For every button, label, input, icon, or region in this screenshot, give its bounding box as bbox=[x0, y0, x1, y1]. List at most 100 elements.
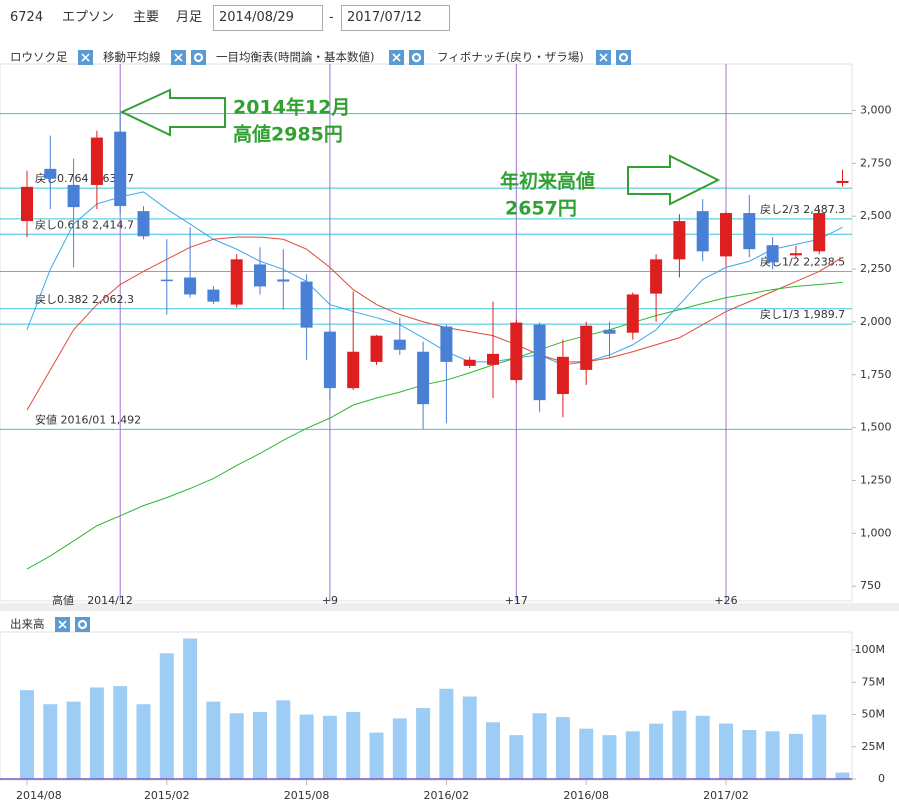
icon-button[interactable] bbox=[389, 50, 404, 65]
toolbar-item[interactable]: 一目均衡表(時間論・基本数値) bbox=[216, 50, 375, 64]
volume-bar bbox=[719, 723, 733, 779]
y-tick-label: 2,750 bbox=[860, 156, 892, 169]
toolbar-item[interactable]: 移動平均線 bbox=[103, 50, 161, 64]
stock-name: エプソン bbox=[62, 10, 115, 25]
candle-body bbox=[463, 359, 476, 366]
y-tick-label: 25M bbox=[862, 740, 886, 753]
candle-body bbox=[323, 331, 336, 389]
volume-bar bbox=[742, 730, 757, 779]
icon-button[interactable] bbox=[55, 617, 70, 632]
annotation: 2014年12月 bbox=[233, 96, 350, 119]
x-tick-label: 2016/02 bbox=[424, 789, 470, 802]
volume-bar bbox=[229, 713, 244, 779]
moving-average bbox=[26, 191, 843, 366]
from-date[interactable]: 2014/08/29 bbox=[213, 5, 323, 31]
time-label: 2014/12 bbox=[87, 594, 133, 607]
x-tick-label: 2014/08 bbox=[16, 789, 62, 802]
fib-label: 安値 2016/01 1,492 bbox=[35, 412, 141, 426]
candle-body bbox=[254, 264, 266, 287]
to-date[interactable]: 2017/07/12 bbox=[341, 5, 450, 31]
fib-label: 戻し2/3 2,487.3 bbox=[760, 203, 845, 216]
candle-body bbox=[277, 279, 290, 282]
icon-button[interactable] bbox=[75, 617, 90, 632]
icon-button[interactable] bbox=[616, 50, 631, 65]
volume-bar bbox=[462, 696, 477, 779]
candle-body bbox=[440, 326, 453, 362]
time-label: +17 bbox=[505, 594, 528, 607]
candle-body bbox=[137, 211, 150, 237]
fib-label: 戻し0.764 2,632.7 bbox=[35, 172, 134, 185]
volume-bar bbox=[206, 701, 221, 779]
candle-body bbox=[766, 245, 779, 263]
x-tick-label: 2016/08 bbox=[563, 789, 609, 802]
icon bbox=[77, 619, 88, 630]
candle-body bbox=[510, 322, 523, 381]
market: 主要 bbox=[133, 10, 160, 25]
volume-bar bbox=[276, 700, 291, 779]
y-tick-label: 2,500 bbox=[860, 209, 892, 222]
volume-bar bbox=[602, 735, 617, 779]
toolbar-item[interactable]: ロウソク足 bbox=[10, 50, 68, 64]
y-tick-label: 100M bbox=[855, 643, 886, 656]
volume-bar bbox=[392, 718, 407, 779]
stock-code: 6724 bbox=[10, 10, 44, 25]
volume-bar bbox=[579, 728, 594, 779]
icon-button[interactable] bbox=[171, 50, 186, 65]
icon-button[interactable] bbox=[596, 50, 611, 65]
candle-body bbox=[696, 211, 709, 252]
candle-body bbox=[743, 213, 756, 250]
candle-body bbox=[393, 339, 406, 350]
y-tick-label: 1,250 bbox=[860, 473, 892, 486]
candle-body bbox=[67, 184, 80, 208]
volume-bar bbox=[555, 717, 570, 779]
candle-body bbox=[487, 353, 499, 365]
y-tick-label: 750 bbox=[860, 579, 881, 592]
volume-bar bbox=[369, 732, 384, 779]
candle-body bbox=[603, 329, 616, 334]
volume-bar bbox=[695, 715, 710, 779]
y-tick-label: 3,000 bbox=[860, 104, 892, 117]
icon bbox=[618, 52, 629, 63]
candle-body bbox=[720, 213, 732, 257]
y-tick-label: 2,000 bbox=[860, 315, 892, 328]
icon bbox=[174, 53, 183, 62]
icon-button[interactable] bbox=[409, 50, 424, 65]
y-tick-label: 1,500 bbox=[860, 421, 892, 434]
volume-bar bbox=[322, 715, 337, 779]
volume-bar bbox=[89, 687, 104, 779]
volume-bar bbox=[649, 723, 664, 779]
annotation: 年初来高値 bbox=[500, 170, 595, 193]
y-tick-label: 1,750 bbox=[860, 368, 892, 381]
volume-bar bbox=[113, 686, 128, 779]
annotation: 高値2985円 bbox=[233, 123, 343, 146]
icon bbox=[599, 53, 608, 62]
candle-body bbox=[650, 259, 663, 294]
annotation: 2657円 bbox=[505, 198, 577, 220]
candle-body bbox=[184, 277, 197, 295]
main-panel bbox=[0, 63, 853, 602]
volume-title: 出来高 bbox=[10, 617, 45, 631]
fib-label: 戻し0.382 2,062.3 bbox=[35, 293, 134, 306]
volume-bar bbox=[159, 653, 174, 779]
x-tick-label: 2015/02 bbox=[144, 789, 190, 802]
candle-body bbox=[533, 324, 546, 401]
fib-label: 戻し0.618 2,414.7 bbox=[35, 218, 134, 231]
candle-body bbox=[836, 180, 849, 184]
volume-bar bbox=[835, 772, 850, 779]
candle-body bbox=[300, 281, 313, 328]
icon bbox=[81, 53, 90, 62]
y-tick-label: 0 bbox=[878, 772, 885, 785]
volume-bar bbox=[136, 704, 151, 779]
volume-bar bbox=[509, 735, 524, 779]
icon bbox=[193, 52, 204, 63]
icon-button[interactable] bbox=[78, 50, 93, 65]
x-tick-label: 2015/08 bbox=[284, 789, 330, 802]
volume-bar bbox=[416, 708, 431, 779]
icon-button[interactable] bbox=[191, 50, 206, 65]
toolbar-item[interactable]: フィボナッチ(戻り・ザラ場) bbox=[437, 50, 584, 64]
moving-average bbox=[26, 236, 843, 411]
period: 月足 bbox=[176, 10, 203, 25]
time-label: 高値 bbox=[52, 593, 74, 607]
volume-bar bbox=[439, 688, 454, 779]
